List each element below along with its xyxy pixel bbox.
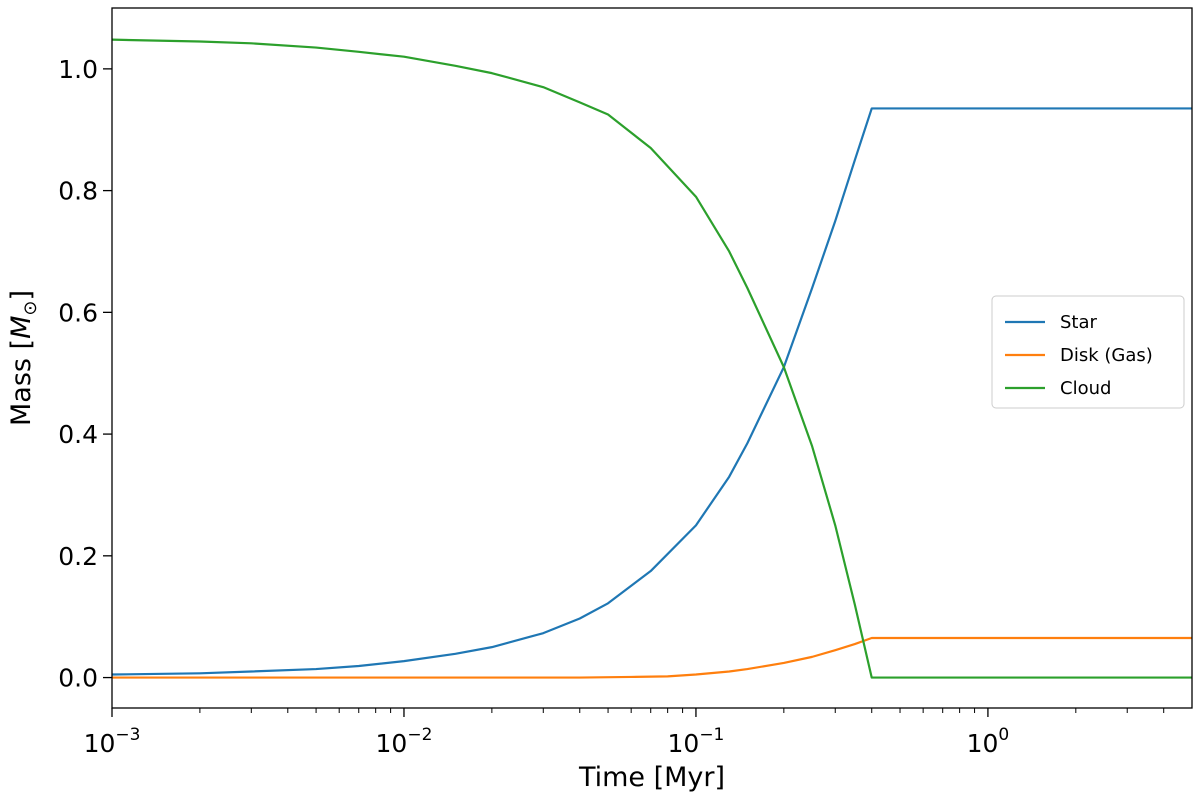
legend-frame [991,295,1185,409]
y-tick-label: 0.2 [58,542,98,571]
series-line-disk-gas [112,636,1192,679]
x-tick-label: 10−3 [84,725,141,758]
x-tick-label: 10−1 [668,725,725,758]
legend-label: Star [1060,312,1098,333]
series-lines [111,38,1192,679]
series-line-star [111,107,1192,676]
legend: Star Disk (Gas) Cloud [991,295,1185,409]
x-axis-label: Time [Myr] [578,762,725,793]
y-tick-label: 1.0 [58,55,98,84]
major-ticks [103,68,989,717]
y-tick-label: 0.8 [58,177,98,206]
y-tick-label: 0.0 [58,664,98,693]
y-axis-label: Mass [M⊙] [6,290,41,426]
plot-frame [111,7,1193,709]
series-line-cloud [111,38,1192,679]
x-tick-label: 100 [967,725,1010,758]
y-tick-label: 0.6 [58,298,98,327]
y-tick-label: 0.4 [58,420,98,449]
x-minor-ticks [199,708,1165,713]
tick-labels: 10−3 10−2 10−1 100 0.0 0.2 0.4 0.6 0.8 1.0 [58,55,1009,758]
legend-label: Cloud [1060,378,1111,399]
x-tick-label: 10−2 [376,725,433,758]
legend-label: Disk (Gas) [1060,345,1153,366]
